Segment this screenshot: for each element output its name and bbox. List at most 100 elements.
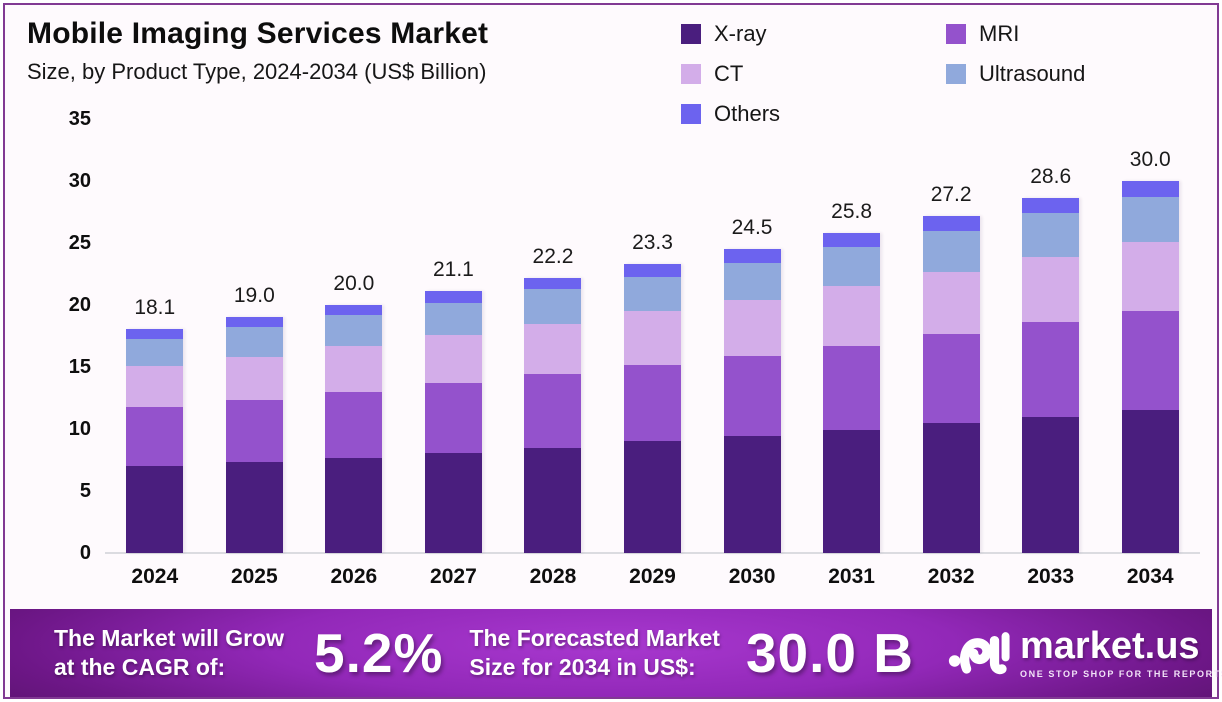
x-tick-2024: 2024 [131,565,179,588]
x-tick-2029: 2029 [629,565,676,588]
bar-segment-ct-2026 [325,345,383,392]
bar-segment-x-ray-2032 [922,422,980,553]
bar-segment-others-2028 [524,277,582,289]
x-tick-2030: 2030 [728,565,776,588]
bar-segment-ultrasound-2034 [1121,197,1179,242]
forecast-label-line1: The Forecasted Market [469,624,720,651]
bar-value-label-2026: 20.0 [333,272,375,296]
x-tick-2028: 2028 [529,565,577,588]
legend-label: CT [714,61,744,86]
brand-text: market.us ONE STOP SHOP FOR THE REPORTS [1020,627,1222,679]
bar-segment-others-2025 [225,317,283,328]
bar-segment-ultrasound-2027 [424,302,482,335]
bar-plot-area: 18.1 19.0 20.0 21.1 22.2 23.3 24.5 25.8 27.2 28.6… [105,105,1200,553]
bar-segment-ct-2028 [524,323,582,375]
bar-group-2029: 23.3 [603,231,703,553]
bar-segment-mri-2028 [524,374,582,448]
bar-segment-ct-2034 [1121,241,1179,312]
bar-value-label-2032: 27.2 [930,182,972,206]
bar-segment-x-ray-2026 [325,457,383,553]
legend-swatch-icon [681,104,701,124]
y-tick-25: 25 [68,232,91,254]
bar-group-2028: 22.2 [503,245,603,553]
bar-stack-2034 [1121,181,1179,553]
bar-stack-2033 [1022,198,1080,553]
x-tick-2032: 2032 [927,565,975,588]
bar-stack-2030 [723,249,781,553]
forecast-label: The Forecasted Market Size for 2034 in U… [469,624,720,683]
cagr-label-line1: The Market will Grow [54,624,285,651]
bar-value-label-2033: 28.6 [1030,165,1072,189]
legend-label: Others [714,101,781,126]
bar-stack-2025 [225,317,283,553]
bar-stack-2024 [126,328,184,553]
legend-label: X-ray [714,21,767,46]
forecast-value: 30.0 B [745,622,914,684]
x-tick-2026: 2026 [330,565,378,588]
cagr-value: 5.2% [314,622,444,684]
bar-value-label-2024: 18.1 [134,295,176,319]
forecast-label-line2: Size for 2034 in US$: [469,654,696,680]
x-tick-2033: 2033 [1027,565,1075,588]
bar-segment-ct-2025 [225,357,283,401]
bar-segment-others-2031 [823,233,881,247]
bar-stack-2029 [624,264,681,553]
bar-segment-x-ray-2027 [424,452,482,553]
bar-value-label-2029: 23.3 [632,231,673,255]
bar-segment-others-2032 [922,215,980,231]
bar-segment-x-ray-2024 [126,466,184,553]
bar-group-2034: 30.0 [1100,148,1200,553]
bar-segment-mri-2031 [823,345,881,431]
x-axis-line [105,552,1200,554]
legend-label: MRI [979,21,1020,46]
bar-segment-mri-2027 [424,383,482,453]
chart-frame: Mobile Imaging Services Market Size, by … [3,3,1222,699]
bar-group-2026: 20.0 [304,272,404,553]
cagr-label: The Market will Grow at the CAGR of: [54,624,284,683]
bar-segment-mri-2024 [126,406,184,467]
chart-header: Mobile Imaging Services Market Size, by … [27,17,488,85]
bar-segment-ct-2032 [922,271,980,334]
bar-segment-mri-2033 [1022,322,1080,417]
summary-banner: The Market will Grow at the CAGR of: 5.2… [10,609,1222,697]
bar-segment-mri-2032 [922,333,980,423]
page-title: Mobile Imaging Services Market [27,17,489,50]
bar-segment-others-2026 [325,305,383,315]
bar-stack-2032 [922,215,980,553]
bar-stack-2027 [424,291,482,553]
marketus-logo-icon [948,632,1010,675]
legend-item-ultrasound: Ultrasound [946,61,1181,87]
bar-segment-x-ray-2025 [225,462,283,553]
bar-segment-ultrasound-2031 [823,246,881,287]
bar-segment-ultrasound-2032 [922,230,980,272]
legend-swatch-icon [946,64,966,84]
legend-item-mri: MRI [946,21,1181,47]
x-tick-2027: 2027 [430,565,477,588]
legend-item-x-ray: X-ray [681,21,946,47]
bar-value-label-2028: 22.2 [532,244,574,268]
brand-name: market.us [1020,625,1200,667]
bar-value-label-2025: 19.0 [233,284,275,308]
bar-stack-2028 [524,277,582,553]
brand-tagline: ONE STOP SHOP FOR THE REPORTS [1020,669,1222,679]
bar-group-2025: 19.0 [205,284,305,553]
bar-group-2031: 25.8 [802,200,902,553]
y-tick-10: 10 [68,418,91,440]
y-tick-15: 15 [68,356,91,378]
x-axis-labels: 2024 2025 2026 2027 2028 2029 2030 2031 2032 2033… [105,565,1200,589]
bar-segment-x-ray-2029 [624,441,681,553]
page-subtitle: Size, by Product Type, 2024-2034 (US$ Bi… [27,59,487,84]
bar-segment-ct-2030 [723,300,781,356]
bar-group-2030: 24.5 [702,216,802,553]
bar-value-label-2027: 21.1 [432,258,474,282]
bar-segment-ultrasound-2033 [1022,213,1080,257]
bar-segment-ct-2031 [823,286,881,346]
bar-segment-ct-2033 [1022,256,1080,323]
bar-segment-ultrasound-2026 [325,314,383,346]
bar-stack-2031 [823,233,881,553]
bar-segment-others-2030 [723,249,781,263]
bar-segment-others-2029 [624,264,681,277]
legend-swatch-icon [681,64,701,84]
bar-segment-others-2027 [424,291,482,303]
